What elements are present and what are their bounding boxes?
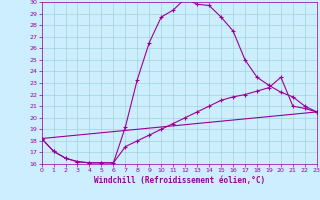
X-axis label: Windchill (Refroidissement éolien,°C): Windchill (Refroidissement éolien,°C) <box>94 176 265 185</box>
